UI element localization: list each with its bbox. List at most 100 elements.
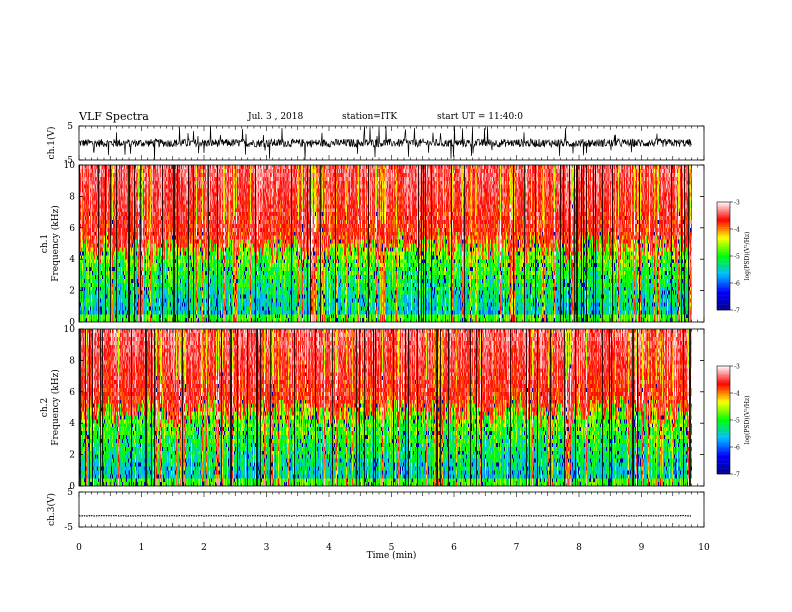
colorbar-cell — [717, 466, 730, 469]
colorbar-label: log(PSD)(V²/Hz) — [744, 232, 751, 281]
colorbar-tick-label: -7 — [734, 308, 740, 315]
colorbar-cell — [717, 454, 730, 457]
colorbar-cell — [717, 257, 730, 260]
colorbar-cell — [717, 445, 730, 448]
colorbar-cell — [717, 421, 730, 424]
colorbar-cell — [717, 302, 730, 305]
colorbar-cell — [717, 441, 730, 444]
y-tick-label: 10 — [64, 325, 76, 335]
colorbar-tick-label: -5 — [734, 418, 740, 425]
plot-frame — [78, 491, 705, 528]
colorbar-cell — [717, 452, 730, 455]
colorbar-cell — [717, 425, 730, 428]
colorbar-cell — [717, 396, 730, 399]
colorbar: -3 -4 -5 -6 -7 log(PSD)(V²/Hz) — [716, 364, 751, 479]
colorbar-cell — [717, 274, 730, 276]
colorbar-cell — [717, 432, 730, 435]
colorbar-cell — [717, 225, 730, 228]
colorbar-cell — [717, 378, 730, 381]
colorbar-tick-label: -3 — [734, 200, 740, 207]
colorbar-cell — [717, 447, 730, 449]
colorbar-cell — [717, 439, 730, 442]
colorbar-cell — [717, 405, 730, 408]
y-tick-label: 6 — [69, 224, 75, 234]
x-tick-label: 4 — [326, 543, 332, 553]
colorbar-cell — [717, 214, 730, 217]
colorbar-cell — [717, 256, 730, 258]
colorbar-cell — [717, 230, 730, 233]
colorbar-cell — [717, 265, 730, 267]
colorbar-tick-label: -4 — [734, 227, 740, 234]
colorbar-cell — [717, 207, 730, 210]
x-tick-label: 3 — [264, 543, 270, 553]
start-time-label: start UT = 11:40:0 — [437, 112, 523, 122]
x-axis-label: Time (min) — [367, 550, 417, 561]
colorbar-cell — [717, 427, 730, 430]
colorbar-cell — [717, 418, 730, 421]
y-tick-label: 8 — [69, 356, 75, 366]
colorbar-cell — [717, 306, 730, 309]
y-tick-label: 2 — [69, 451, 75, 461]
x-tick-label: 7 — [514, 543, 520, 553]
colorbar-cell — [717, 416, 730, 419]
y-axis-label-frequency: Frequency (kHz) — [50, 369, 61, 446]
colorbar-cell — [717, 232, 730, 235]
y-tick-label: 4 — [69, 419, 75, 429]
colorbar-cell — [717, 238, 730, 240]
colorbar-cell — [717, 248, 730, 251]
colorbar-cell — [717, 411, 730, 413]
colorbar-cell — [717, 393, 730, 395]
y-tick-label: 8 — [69, 192, 75, 202]
y-axis-label: ch.3(V) — [46, 493, 57, 526]
colorbar-cell — [717, 409, 730, 412]
date-label: Jul. 3 , 2018 — [248, 112, 303, 122]
colorbar-cell — [717, 376, 730, 379]
y-tick-label: -5 — [64, 156, 73, 166]
colorbar-cell — [717, 412, 730, 415]
colorbar-cell — [717, 436, 730, 439]
colorbar-cell — [717, 448, 730, 451]
colorbar-cell — [717, 414, 730, 417]
x-tick-label: 6 — [451, 543, 457, 553]
colorbar-cell — [717, 459, 730, 462]
colorbar-cell — [717, 465, 730, 467]
colorbar-cell — [717, 450, 730, 453]
colorbar-cell — [717, 304, 730, 307]
colorbar-tick-label: -7 — [734, 472, 740, 479]
colorbar-cell — [717, 266, 730, 269]
colorbar-cell — [717, 209, 730, 212]
colorbar-cell — [717, 429, 730, 431]
colorbar-cell — [717, 212, 730, 215]
waveform-trace — [78, 514, 691, 517]
colorbar-cell — [717, 463, 730, 466]
colorbar-cell — [717, 308, 730, 311]
figure-title: VLF Spectra — [79, 110, 149, 123]
colorbar-cell — [717, 423, 730, 426]
colorbar-cell — [717, 384, 730, 386]
colorbar-cell — [717, 398, 730, 401]
colorbar-cell — [717, 270, 730, 273]
colorbar-cell — [717, 243, 730, 246]
colorbar-cell — [717, 387, 730, 390]
colorbar-cell — [717, 407, 730, 410]
y-axis-label-frequency: Frequency (kHz) — [50, 205, 61, 282]
colorbar-cell — [717, 371, 730, 374]
y-tick-label: 4 — [69, 255, 75, 265]
colorbar-cell — [717, 241, 730, 244]
colorbar-cell — [717, 438, 730, 440]
colorbar-cell — [717, 263, 730, 266]
colorbar-cell — [717, 277, 730, 280]
colorbar-cell — [717, 403, 730, 406]
station-label: station=ITK — [342, 112, 397, 122]
colorbar-cell — [717, 288, 730, 291]
colorbar-cell — [717, 259, 730, 262]
colorbar-cell — [717, 394, 730, 397]
colorbar-cell — [717, 389, 730, 392]
colorbar-cell — [717, 430, 730, 433]
colorbar-cell — [717, 245, 730, 248]
colorbar-cell — [717, 373, 730, 376]
y-axis-label: ch.1(V) — [46, 127, 57, 160]
spectrogram-ch1: 0 2 4 6 8 10 ch.1 Frequency (kHz) -3 -4 -5 -6 -7 log(… — [40, 161, 751, 328]
colorbar-cell — [717, 283, 730, 285]
